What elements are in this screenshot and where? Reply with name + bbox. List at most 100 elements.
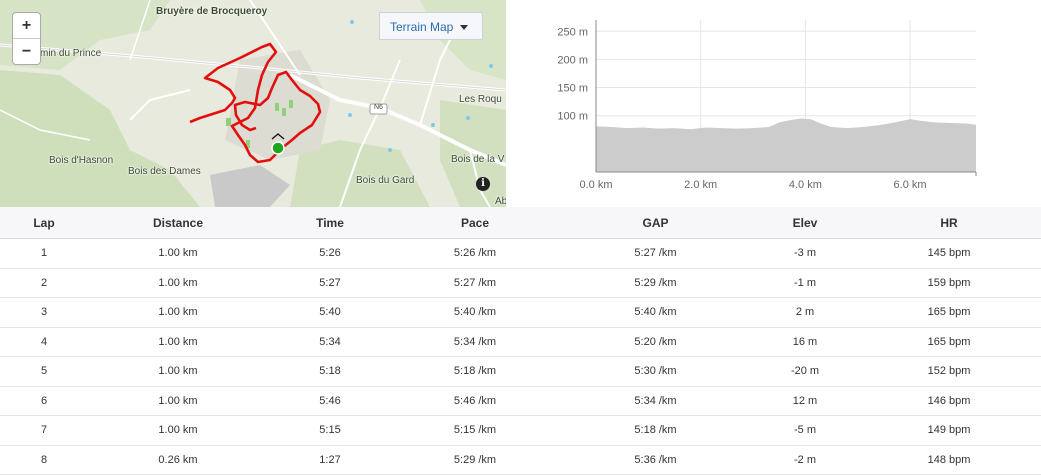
zoom-control: + − [12, 12, 41, 65]
direction-arrow [271, 133, 285, 140]
cell-hr: 165 bpm [857, 297, 1041, 328]
cell-distance: 1.00 km [88, 356, 268, 387]
map-label-chemin: min du Prince [40, 48, 102, 59]
cell-gap: 5:34 /km [558, 386, 753, 416]
elevation-chart: 250 m 200 m 150 m 100 m 0.0 km 2.0 km 4.0 km 6.… [506, 0, 1041, 207]
map-label-bois-la: Bois de la V [451, 154, 505, 165]
cell-hr: 159 bpm [857, 268, 1041, 298]
map-layer-label: Terrain Map [390, 20, 454, 34]
cell-pace: 5:46 /km [392, 386, 558, 416]
cell-pace: 5:15 /km [392, 415, 558, 446]
cell-elev: 2 m [753, 297, 857, 328]
cell-distance: 1.00 km [88, 327, 268, 357]
cell-hr: 165 bpm [857, 327, 1041, 357]
header-pace[interactable]: Pace [392, 207, 558, 239]
cell-pace: 5:27 /km [392, 268, 558, 298]
header-hr[interactable]: HR [857, 207, 1041, 239]
cell-elev: -2 m [753, 445, 857, 475]
cell-distance: 1.00 km [88, 268, 268, 298]
cell-gap: 5:18 /km [558, 415, 753, 446]
route-map[interactable]: Bruyère de Brocqueroy min du Prince Bois… [0, 0, 506, 207]
zoom-in-button[interactable]: + [13, 13, 40, 39]
table-row[interactable]: 8 0.26 km 1:27 5:29 /km 5:36 /km -2 m 14… [0, 445, 1041, 475]
cell-distance: 1.00 km [88, 415, 268, 446]
cell-hr: 148 bpm [857, 445, 1041, 475]
cell-time: 5:46 [268, 386, 392, 416]
cell-distance: 1.00 km [88, 238, 268, 269]
map-label-bois-hasnon: Bois d'Hasnon [49, 155, 114, 166]
cell-hr: 145 bpm [857, 238, 1041, 269]
elevation-area [596, 118, 976, 172]
cell-distance: 1.00 km [88, 297, 268, 328]
table-header-row: Lap Distance Time Pace GAP Elev HR [0, 207, 1041, 239]
map-label-bruyere: Bruyère de Brocqueroy [156, 6, 268, 17]
laps-table: Lap Distance Time Pace GAP Elev HR 1 1.0… [0, 207, 1041, 475]
x-tick-label: 4.0 km [789, 179, 822, 191]
road-shield-n6: N6 [374, 104, 383, 111]
x-tick-label: 6.0 km [894, 179, 927, 191]
cell-gap: 5:29 /km [558, 268, 753, 298]
table-row[interactable]: 7 1.00 km 5:15 5:15 /km 5:18 /km -5 m 14… [0, 415, 1041, 446]
elevation-chart-svg: 250 m 200 m 150 m 100 m 0.0 km 2.0 km 4.0 km 6.… [557, 20, 977, 191]
y-tick-label: 100 m [557, 111, 588, 123]
cell-lap: 4 [0, 327, 88, 357]
table-row[interactable]: 6 1.00 km 5:46 5:46 /km 5:34 /km 12 m 14… [0, 386, 1041, 416]
cell-elev: -1 m [753, 268, 857, 298]
table-row[interactable]: 4 1.00 km 5:34 5:34 /km 5:20 /km 16 m 16… [0, 327, 1041, 357]
cell-time: 5:18 [268, 356, 392, 387]
table-row[interactable]: 3 1.00 km 5:40 5:40 /km 5:40 /km 2 m 165… [0, 297, 1041, 328]
cell-hr: 149 bpm [857, 415, 1041, 446]
header-time[interactable]: Time [268, 207, 392, 239]
header-distance[interactable]: Distance [88, 207, 268, 239]
header-elev[interactable]: Elev [753, 207, 857, 239]
map-layer-dropdown[interactable]: Terrain Map [379, 12, 483, 40]
x-tick-label: 2.0 km [684, 179, 717, 191]
header-lap[interactable]: Lap [0, 207, 88, 239]
map-label-les-roq: Les Roqu [459, 94, 502, 105]
info-icon[interactable]: i [476, 177, 490, 191]
caret-down-icon [460, 25, 468, 30]
cell-distance: 0.26 km [88, 445, 268, 475]
table-row[interactable]: 2 1.00 km 5:27 5:27 /km 5:29 /km -1 m 15… [0, 268, 1041, 298]
cell-lap: 7 [0, 415, 88, 446]
cell-lap: 3 [0, 297, 88, 328]
header-gap[interactable]: GAP [558, 207, 753, 239]
cell-lap: 5 [0, 356, 88, 387]
cell-time: 5:34 [268, 327, 392, 357]
cell-elev: -20 m [753, 356, 857, 387]
cell-lap: 2 [0, 268, 88, 298]
cell-elev: -5 m [753, 415, 857, 446]
cell-gap: 5:36 /km [558, 445, 753, 475]
y-tick-label: 200 m [557, 54, 588, 66]
cell-pace: 5:18 /km [392, 356, 558, 387]
cell-pace: 5:40 /km [392, 297, 558, 328]
cell-lap: 6 [0, 386, 88, 416]
y-tick-label: 250 m [557, 26, 588, 38]
map-tiles [0, 0, 506, 207]
cell-lap: 1 [0, 238, 88, 269]
cell-time: 5:40 [268, 297, 392, 328]
cell-gap: 5:40 /km [558, 297, 753, 328]
cell-hr: 146 bpm [857, 386, 1041, 416]
x-tick-label: 0.0 km [579, 179, 612, 191]
table-row[interactable]: 1 1.00 km 5:26 5:26 /km 5:27 /km -3 m 14… [0, 238, 1041, 269]
zoom-out-button[interactable]: − [21, 43, 32, 60]
cell-time: 1:27 [268, 445, 392, 475]
cell-elev: 12 m [753, 386, 857, 416]
cell-gap: 5:20 /km [558, 327, 753, 357]
route-overlay [189, 42, 322, 164]
cell-gap: 5:30 /km [558, 356, 753, 387]
map-label-ab: Ab [495, 196, 506, 207]
cell-elev: 16 m [753, 327, 857, 357]
cell-lap: 8 [0, 445, 88, 475]
cell-elev: -3 m [753, 238, 857, 269]
start-marker [271, 141, 285, 155]
cell-pace: 5:34 /km [392, 327, 558, 357]
cell-hr: 152 bpm [857, 356, 1041, 387]
y-tick-label: 150 m [557, 83, 588, 95]
cell-gap: 5:27 /km [558, 238, 753, 269]
table-row[interactable]: 5 1.00 km 5:18 5:18 /km 5:30 /km -20 m 1… [0, 356, 1041, 387]
cell-pace: 5:26 /km [392, 238, 558, 269]
cell-pace: 5:29 /km [392, 445, 558, 475]
map-label-bois-dames: Bois des Dames [128, 166, 201, 177]
